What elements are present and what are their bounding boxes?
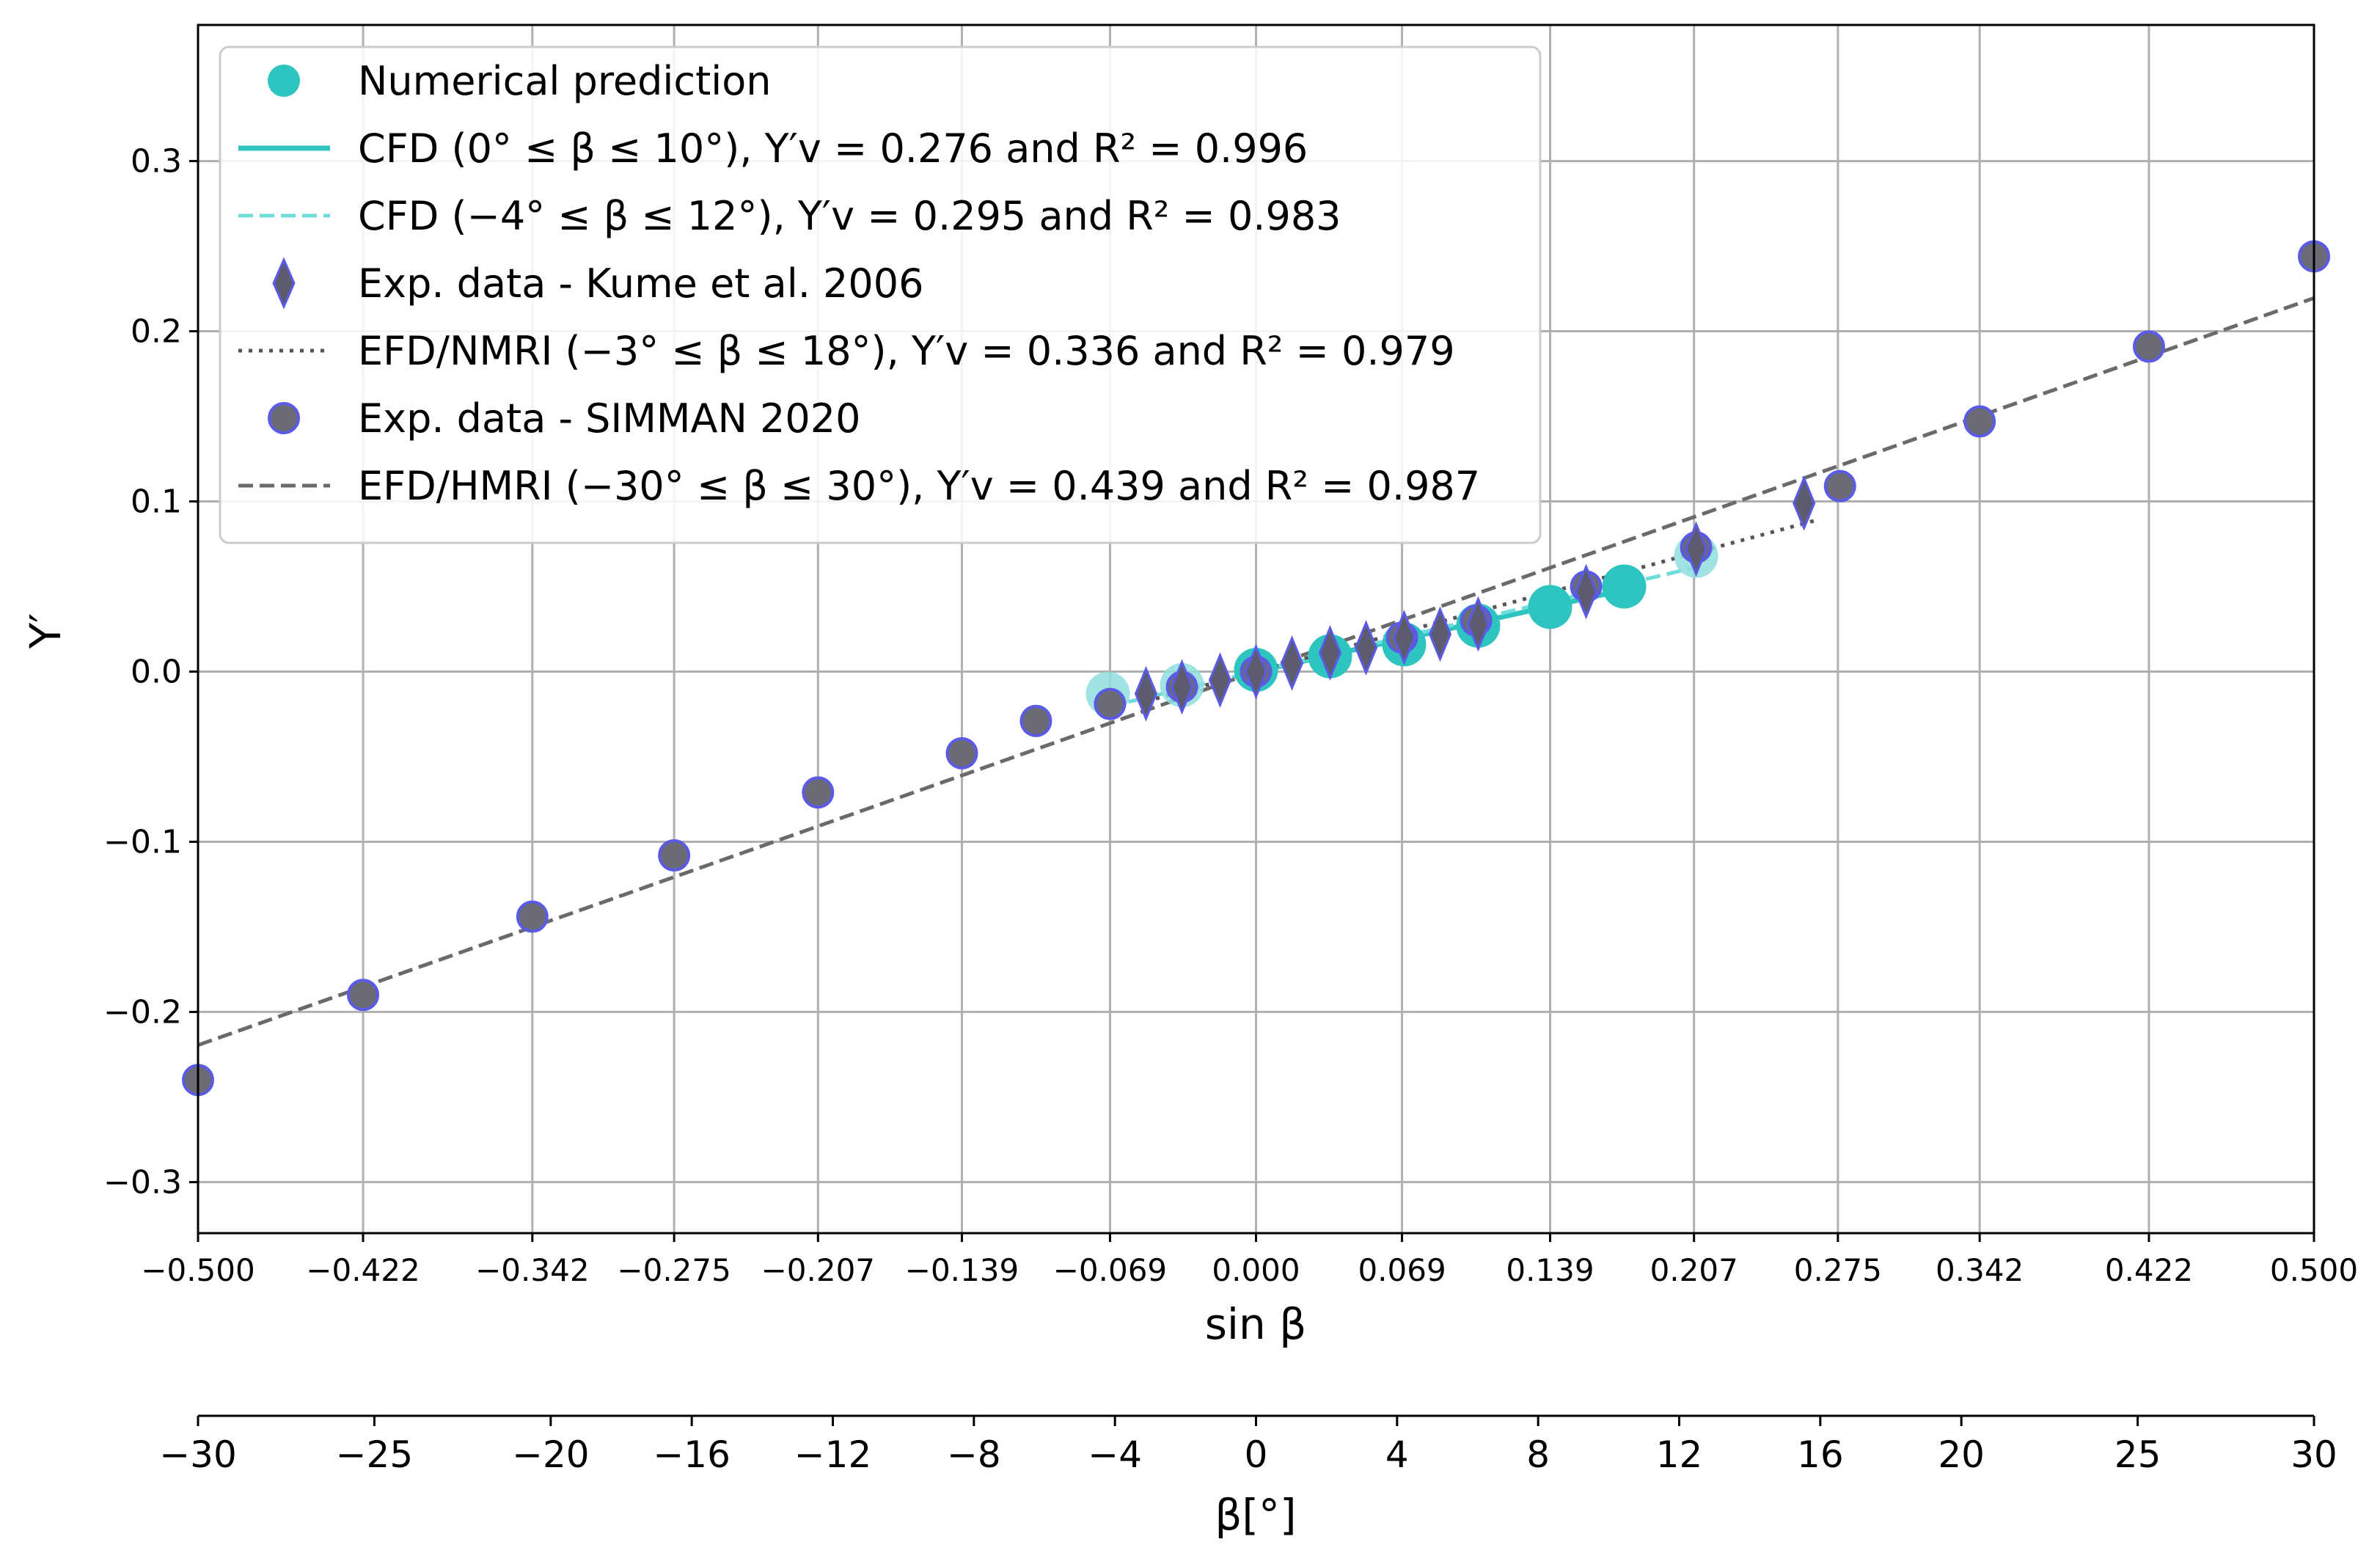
x-tick-label: 0.069 (1358, 1252, 1446, 1288)
y-tick-label: 0.3 (131, 143, 182, 180)
simman-point (347, 979, 380, 1012)
beta-tick-label: −20 (512, 1433, 590, 1476)
x-tick-label: −0.069 (1053, 1252, 1167, 1288)
kume-point (1134, 665, 1158, 722)
kume-point (1793, 475, 1816, 531)
legend: Numerical prediction CFD (0° ≤ β ≤ 10°), … (219, 45, 1542, 544)
x-tick-label: −0.422 (306, 1252, 420, 1288)
legend-label: Numerical prediction (358, 58, 772, 104)
kume-point (1684, 521, 1708, 577)
x-tick-label: 0.000 (1212, 1252, 1300, 1288)
y-tick-label: 0.1 (131, 483, 182, 521)
beta-tick-label: 30 (2291, 1433, 2337, 1476)
beta-tick-label: 4 (1385, 1433, 1409, 1476)
simman-point (802, 776, 835, 809)
legend-label: Exp. data - SIMMAN 2020 (358, 395, 860, 442)
y-tick-label: −0.2 (103, 993, 182, 1031)
legend-label: Exp. data - Kume et al. 2006 (358, 260, 923, 307)
legend-marker (268, 402, 300, 434)
y-tick-label: −0.1 (103, 823, 182, 860)
beta-tick-label: 8 (1526, 1433, 1550, 1476)
data-points (182, 240, 2330, 1097)
beta-tick-label: −25 (336, 1433, 414, 1476)
x-tick-label: −0.207 (761, 1252, 875, 1288)
legend-label: CFD (−4° ≤ β ≤ 12°), Y′v = 0.295 and R² … (358, 193, 1341, 239)
beta-tick-label: −16 (653, 1433, 731, 1476)
beta-axis-label: β[°] (1215, 1490, 1296, 1540)
simman-point (1823, 469, 1856, 503)
x-tick-label: −0.139 (905, 1252, 1019, 1288)
x-tick-label: −0.500 (141, 1252, 255, 1288)
y-tick-label: 0.2 (131, 313, 182, 351)
x-tick-label: −0.275 (617, 1252, 731, 1288)
legend-label: CFD (0° ≤ β ≤ 10°), Y′v = 0.276 and R² =… (358, 125, 1308, 172)
kume-point (1392, 610, 1416, 666)
kume-point (1244, 643, 1268, 700)
simman-point (1019, 704, 1052, 737)
beta-tick-label: 0 (1245, 1433, 1268, 1476)
kume-point (1280, 635, 1304, 691)
simman-point (2132, 330, 2165, 363)
legend-marker (268, 65, 300, 97)
y-axis-label: Y′ (21, 613, 70, 650)
beta-tick-label: 20 (1938, 1433, 1985, 1476)
kume-point (1354, 620, 1378, 676)
simman-point (658, 839, 691, 872)
numerical-point (1528, 585, 1572, 629)
y-tick-label: 0.0 (131, 653, 182, 690)
x-axis-ticks: −0.500 −0.422 −0.342 −0.275 −0.207 −0.139 −0.0… (141, 1233, 2358, 1288)
simman-point (1094, 687, 1127, 720)
beta-tick-label: 12 (1656, 1433, 1703, 1476)
x-axis-label: sin β (1205, 1299, 1307, 1349)
legend-label: EFD/NMRI (−3° ≤ β ≤ 18°), Y′v = 0.336 an… (358, 328, 1455, 374)
legend-box (219, 45, 1542, 544)
beta-tick-label: −12 (794, 1433, 872, 1476)
x-tick-label: 0.139 (1506, 1252, 1594, 1288)
beta-tick-label: −4 (1088, 1433, 1142, 1476)
x-tick-label: 0.422 (2105, 1252, 2193, 1288)
beta-tick-label: 25 (2114, 1433, 2161, 1476)
beta-tick-label: −8 (947, 1433, 1001, 1476)
simman-point (516, 900, 549, 933)
x-tick-label: −0.342 (475, 1252, 589, 1288)
y-axis-ticks: −0.3 −0.2 −0.1 0.0 0.1 0.2 0.3 (103, 143, 198, 1201)
x-tick-label: 0.275 (1794, 1252, 1882, 1288)
kume-point (1466, 596, 1490, 652)
x-tick-label: 0.342 (1936, 1252, 2024, 1288)
y-tick-label: −0.3 (103, 1163, 182, 1201)
beta-tick-label: −30 (159, 1433, 237, 1476)
kume-point (1208, 652, 1232, 709)
simman-point (1963, 405, 1996, 438)
beta-axis-ticks: −30 −25 −20 −16 −12 −8 −4 0 4 8 12 16 20 25 30 (159, 1416, 2337, 1476)
x-tick-label: 0.500 (2270, 1252, 2358, 1288)
numerical-point (1602, 564, 1647, 609)
beta-tick-label: 16 (1797, 1433, 1844, 1476)
x-tick-label: 0.207 (1650, 1252, 1738, 1288)
kume-point (1574, 563, 1598, 620)
kume-point (1428, 606, 1452, 662)
fit-line (197, 296, 2315, 1048)
kume-point (1318, 625, 1342, 681)
simman-point (945, 737, 978, 770)
legend-marker (272, 257, 296, 310)
kume-point (1170, 659, 1194, 715)
legend-label: EFD/HMRI (−30° ≤ β ≤ 30°), Y′v = 0.439 a… (358, 463, 1480, 509)
